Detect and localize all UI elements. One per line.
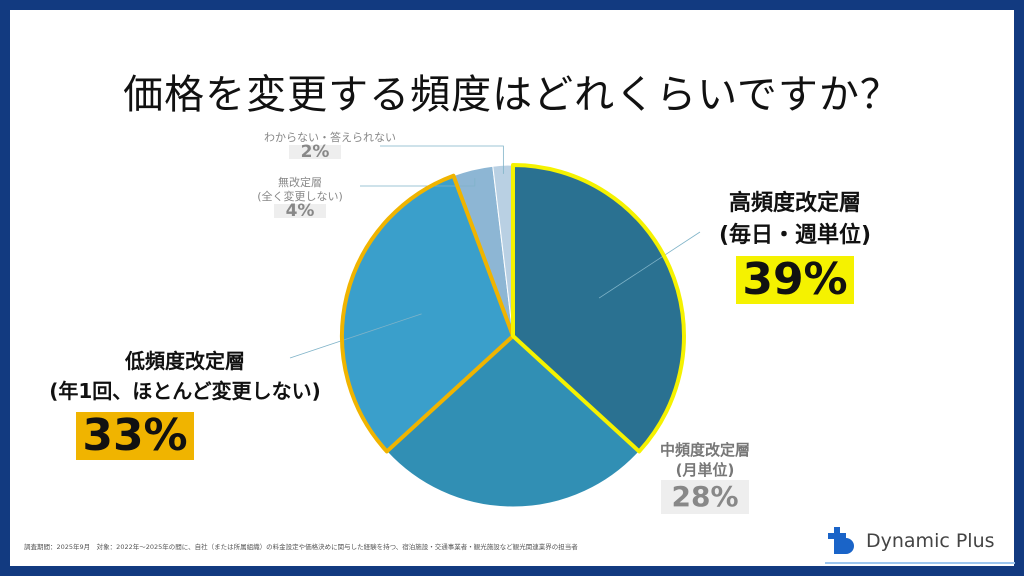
label-none-name: 無改定層 — [278, 176, 322, 189]
label-unknown-pct: 2% — [288, 144, 342, 161]
label-unknown-name: わからない・答えられない — [264, 131, 396, 144]
label-unknown: わからない・答えられない 2% — [260, 131, 400, 161]
label-low-pct: 33% — [76, 412, 194, 460]
leader-line-none — [360, 178, 476, 187]
label-mid-pct: 28% — [661, 480, 749, 514]
footer-line — [825, 562, 1015, 564]
label-high: 高頻度改定層 (毎日・週単位) 39% — [690, 188, 900, 304]
highlight-outline-low — [340, 173, 515, 454]
leader-line-high — [598, 231, 701, 299]
pie-slice-mid — [386, 335, 640, 508]
label-high-name: 高頻度改定層 — [728, 191, 861, 216]
label-low-sub: (年1回、ほとんど変更しない) — [49, 379, 321, 403]
label-low: 低頻度改定層 (年1回、ほとんど変更しない) 33% — [20, 346, 350, 460]
label-high-sub: (毎日・週単位) — [718, 223, 872, 248]
label-low-name: 低頻度改定層 — [125, 349, 245, 373]
label-mid: 中頻度改定層 (月単位) 28% — [640, 440, 770, 514]
label-none-pct: 4% — [273, 203, 327, 220]
label-mid-sub: (月単位) — [675, 461, 735, 479]
footnote: 調査期間：2025年9月 対象：2022年～2025年の間に、自社（または所属組… — [24, 543, 578, 551]
leader-line-unknown — [380, 145, 504, 174]
label-high-pct: 39% — [736, 256, 854, 304]
dynamic-plus-logo-icon — [828, 527, 854, 554]
brand-name: Dynamic Plus — [866, 530, 995, 552]
brand-logo: Dynamic Plus — [826, 526, 995, 556]
highlight-outline-high — [511, 163, 686, 454]
page-title: 価格を変更する頻度はどれくらいですか？ — [123, 72, 901, 118]
label-none: 無改定層 (全く変更しない) 4% — [245, 176, 355, 220]
label-mid-name: 中頻度改定層 — [659, 441, 750, 459]
leader-line-low — [289, 313, 422, 359]
label-none-sub: (全く変更しない) — [257, 190, 343, 203]
